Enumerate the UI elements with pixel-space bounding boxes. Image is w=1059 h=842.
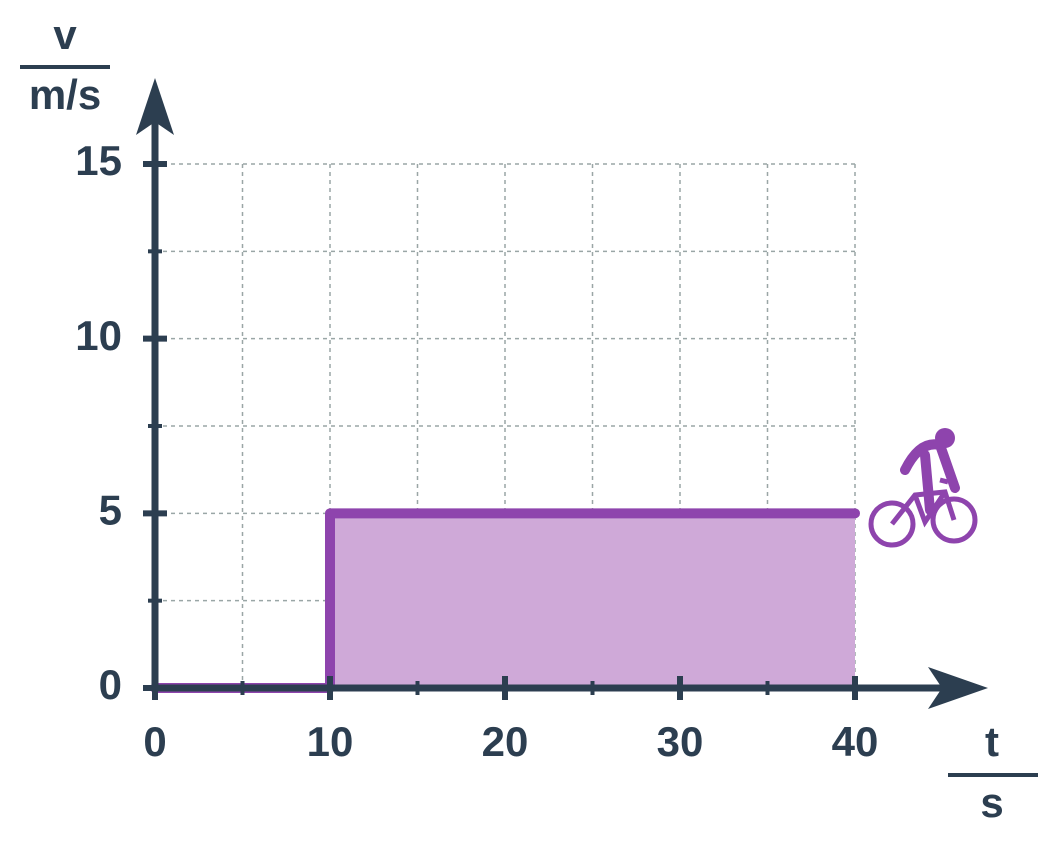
x-axis-arrow xyxy=(928,667,988,709)
y-tick-label: 0 xyxy=(99,661,122,708)
cyclist-icon xyxy=(868,428,978,548)
bike-wheel xyxy=(868,500,916,548)
x-axis-unit: s xyxy=(980,779,1003,826)
y-tick-label: 5 xyxy=(99,486,122,533)
bike-wheel xyxy=(930,496,978,544)
x-tick-label: 30 xyxy=(657,718,704,765)
x-tick-label: 40 xyxy=(832,718,879,765)
y-tick-label: 15 xyxy=(75,137,122,184)
y-tick-label: 10 xyxy=(75,312,122,359)
x-tick-label: 20 xyxy=(482,718,529,765)
y-axis-unit: m/s xyxy=(29,71,101,118)
x-tick-label: 10 xyxy=(307,718,354,765)
y-axis-label: v xyxy=(53,11,77,58)
x-tick-label: 0 xyxy=(143,718,166,765)
rider-head xyxy=(935,428,955,448)
x-axis-label: t xyxy=(985,718,999,765)
y-axis-arrow xyxy=(136,78,174,135)
axes xyxy=(136,78,988,709)
